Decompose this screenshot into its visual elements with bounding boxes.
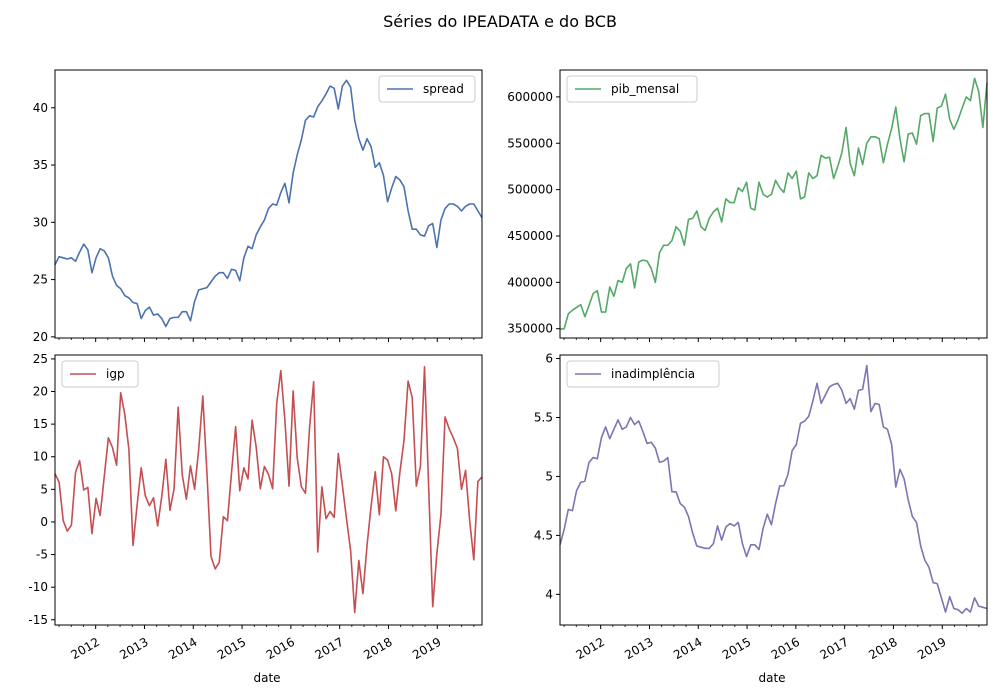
series-line-pib_mensal xyxy=(559,77,988,330)
y-tick-label: 550000 xyxy=(507,136,553,150)
legend-box xyxy=(566,75,698,103)
plot-frame xyxy=(54,69,483,339)
series-line-inadimplência xyxy=(559,364,988,615)
y-tick-label: -5 xyxy=(36,548,48,562)
x-tick-label: 2017 xyxy=(313,635,346,662)
y-tick-label: 10 xyxy=(33,450,48,464)
plot-frame xyxy=(559,69,988,339)
subplot-1: 20 25 30 35 40 spread xyxy=(33,69,483,344)
legend: spread xyxy=(378,75,476,103)
x-axis-title-left: date xyxy=(253,671,280,685)
y-tick-label: 450000 xyxy=(507,229,553,243)
y-tick-label: 25 xyxy=(33,273,48,287)
series-line-spread xyxy=(54,79,483,328)
legend: inadimplência xyxy=(566,360,720,388)
y-tick-label: 6 xyxy=(545,352,553,366)
x-tick-label: 2014 xyxy=(671,635,704,662)
y-tick-label: -10 xyxy=(28,580,48,594)
x-tick-label: 2016 xyxy=(769,635,802,662)
legend-label: pib_mensal xyxy=(611,82,679,96)
y-tick-label: 40 xyxy=(33,101,48,115)
y-tick-label: 20 xyxy=(33,385,48,399)
y-tick-label: 500000 xyxy=(507,183,553,197)
plot-frame xyxy=(559,354,988,626)
series-line-igp xyxy=(54,365,483,614)
y-tick-label: 20 xyxy=(33,330,48,344)
figure-title: Séries do IPEADATA e do BCB xyxy=(383,12,617,31)
legend-box xyxy=(566,360,720,388)
x-tick-label: 2016 xyxy=(264,635,297,662)
y-tick-label: 350000 xyxy=(507,322,553,336)
legend: igp xyxy=(61,360,139,388)
x-tick-label: 2013 xyxy=(622,635,655,662)
y-tick-label: 600000 xyxy=(507,90,553,104)
subplot-4: 4 4.5 5 5.5 6 2012 2013 2014 2015 2016 2017 2018 201… xyxy=(534,352,988,662)
x-tick-label: 2013 xyxy=(117,635,150,662)
x-tick-label: 2012 xyxy=(574,635,607,662)
x-tick-label: 2015 xyxy=(720,635,753,662)
x-axis-title-right: date xyxy=(758,671,785,685)
x-tick-label: 2012 xyxy=(69,635,102,662)
legend-box xyxy=(378,75,476,103)
legend: pib_mensal xyxy=(566,75,698,103)
y-tick-label: 25 xyxy=(33,352,48,366)
y-tick-label: 5.5 xyxy=(534,410,553,424)
y-tick-label: 400000 xyxy=(507,275,553,289)
y-tick-label: 15 xyxy=(33,417,48,431)
legend-label: spread xyxy=(423,82,464,96)
x-tick-label: 2018 xyxy=(361,635,394,662)
subplot-3: -15 -10 -5 0 5 10 15 20 25 2012 2013 2014 2015 2016 20… xyxy=(28,352,483,662)
y-tick-label: 35 xyxy=(33,158,48,172)
x-tick-label: 2018 xyxy=(866,635,899,662)
x-tick-label: 2014 xyxy=(166,635,199,662)
y-tick-label: 5 xyxy=(40,482,48,496)
y-tick-label: 30 xyxy=(33,215,48,229)
y-tick-label: 0 xyxy=(40,515,48,529)
x-tick-label: 2019 xyxy=(410,635,443,662)
legend-label: igp xyxy=(106,367,125,381)
y-tick-label: -15 xyxy=(28,613,48,627)
y-tick-label: 4 xyxy=(545,587,553,601)
x-tick-label: 2015 xyxy=(215,635,248,662)
legend-box xyxy=(61,360,139,388)
legend-label: inadimplência xyxy=(611,367,695,381)
y-tick-label: 5 xyxy=(545,469,553,483)
x-tick-label: 2017 xyxy=(818,635,851,662)
y-tick-label: 4.5 xyxy=(534,528,553,542)
x-tick-label: 2019 xyxy=(915,635,948,662)
subplot-2: 350000 400000 450000 500000 550000 600000 pib_… xyxy=(507,69,988,342)
plot-frame xyxy=(54,354,483,626)
